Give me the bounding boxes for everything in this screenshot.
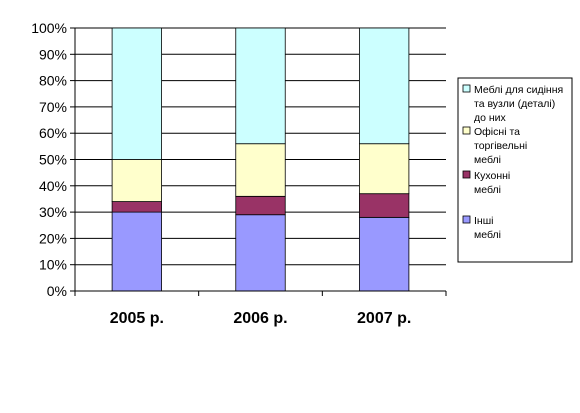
legend-swatch bbox=[462, 170, 471, 179]
legend-label: торгівельні bbox=[474, 140, 527, 152]
y-tick-label: 10% bbox=[39, 257, 67, 273]
legend-label: Офісні та bbox=[474, 126, 520, 138]
legend-label: до них bbox=[474, 112, 507, 124]
y-tick-label: 90% bbox=[39, 46, 67, 62]
legend: Меблі для сидіння та вузли (деталі) до них… bbox=[457, 77, 573, 263]
x-axis-tick-labels: 2005 р. 2006 р. 2007 р. bbox=[110, 310, 412, 327]
legend-label: та вузли (деталі) bbox=[474, 98, 555, 110]
x-tick-label: 2006 р. bbox=[233, 310, 287, 327]
y-axis-tick-labels: 0% 10% 20% 30% 40% 50% 60% 70% 80% 90% 100% bbox=[31, 20, 67, 299]
legend-label: меблі bbox=[474, 154, 501, 166]
x-tick-label: 2007 р. bbox=[357, 310, 411, 327]
bar-segment bbox=[111, 211, 162, 292]
bars bbox=[111, 27, 410, 292]
bar-segment bbox=[235, 27, 286, 145]
legend-label: Інші bbox=[474, 215, 493, 227]
legend-label: Кухонні bbox=[474, 170, 510, 182]
y-tick-label: 40% bbox=[39, 178, 67, 194]
x-tick-label: 2005 р. bbox=[110, 310, 164, 327]
y-tick-label: 50% bbox=[39, 152, 67, 168]
legend-swatch bbox=[462, 215, 471, 224]
bar-segment bbox=[235, 143, 286, 197]
bar-segment bbox=[235, 195, 286, 216]
y-tick-label: 60% bbox=[39, 125, 67, 141]
y-tick-label: 0% bbox=[47, 283, 67, 299]
legend-label: меблі bbox=[474, 184, 501, 196]
y-tick-label: 30% bbox=[39, 204, 67, 220]
bar-segment bbox=[111, 201, 162, 213]
y-tick-label: 80% bbox=[39, 73, 67, 89]
bar-segment bbox=[359, 216, 410, 292]
bar-segment bbox=[359, 143, 410, 195]
y-tick-label: 100% bbox=[31, 20, 67, 36]
legend-label: меблі bbox=[474, 229, 501, 241]
y-tick-label: 70% bbox=[39, 99, 67, 115]
legend-box bbox=[457, 77, 573, 263]
legend-swatch bbox=[462, 126, 471, 135]
legend-swatch bbox=[462, 84, 471, 93]
y-tick-label: 20% bbox=[39, 230, 67, 246]
bar-segment bbox=[359, 27, 410, 145]
bar-segment bbox=[111, 27, 162, 160]
bar-segment bbox=[111, 159, 162, 202]
bar-segment bbox=[359, 193, 410, 218]
axes bbox=[70, 27, 447, 296]
bar-segment bbox=[235, 214, 286, 292]
legend-label: Меблі для сидіння bbox=[474, 84, 563, 96]
